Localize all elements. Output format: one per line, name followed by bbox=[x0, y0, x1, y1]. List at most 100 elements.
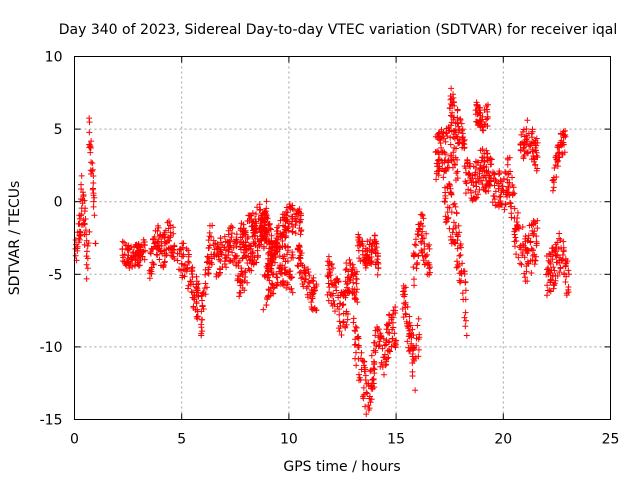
data-point bbox=[336, 311, 343, 318]
data-point bbox=[481, 106, 488, 113]
y-axis-label: SDTVAR / TECUs bbox=[7, 181, 23, 296]
data-point bbox=[258, 221, 265, 228]
data-point bbox=[276, 253, 283, 260]
data-point bbox=[447, 112, 454, 119]
data-point bbox=[216, 256, 223, 263]
data-point bbox=[385, 354, 392, 361]
data-point bbox=[289, 249, 296, 256]
data-point bbox=[454, 107, 461, 114]
data-point bbox=[160, 262, 167, 268]
data-point bbox=[489, 169, 496, 176]
data-point bbox=[253, 259, 260, 266]
data-point bbox=[368, 383, 375, 390]
data-point bbox=[513, 225, 520, 232]
data-point bbox=[276, 265, 283, 272]
data-point bbox=[168, 252, 175, 259]
data-point bbox=[80, 191, 87, 198]
data-point bbox=[81, 241, 88, 248]
data-point bbox=[415, 315, 422, 322]
data-point bbox=[326, 268, 333, 275]
data-point bbox=[412, 354, 419, 361]
data-point bbox=[454, 245, 461, 252]
data-point bbox=[446, 225, 453, 232]
data-point bbox=[476, 104, 483, 111]
y-tick-label: -5 bbox=[49, 267, 63, 283]
data-point bbox=[183, 245, 190, 252]
data-point bbox=[371, 366, 378, 373]
data-point bbox=[453, 258, 460, 265]
data-point bbox=[457, 242, 464, 249]
data-point bbox=[129, 263, 136, 270]
data-point bbox=[81, 220, 88, 227]
data-point bbox=[245, 233, 252, 240]
data-point bbox=[336, 305, 343, 312]
data-point bbox=[447, 152, 454, 159]
data-point bbox=[78, 181, 85, 188]
data-point bbox=[383, 355, 390, 362]
data-point bbox=[270, 271, 277, 278]
data-point bbox=[83, 261, 90, 268]
data-point bbox=[411, 241, 418, 248]
data-point bbox=[565, 286, 572, 293]
data-point bbox=[522, 235, 529, 242]
data-point bbox=[289, 229, 296, 236]
data-point bbox=[487, 161, 494, 168]
data-point bbox=[495, 185, 502, 192]
data-point bbox=[297, 268, 304, 275]
data-point bbox=[308, 286, 315, 293]
data-point bbox=[450, 239, 457, 246]
data-point bbox=[489, 199, 496, 206]
data-point bbox=[275, 233, 282, 240]
data-point bbox=[275, 244, 282, 251]
data-point bbox=[78, 205, 85, 212]
data-point bbox=[412, 236, 419, 243]
data-point bbox=[282, 218, 289, 225]
data-point bbox=[198, 321, 205, 328]
data-point bbox=[368, 352, 375, 359]
data-point bbox=[444, 158, 451, 165]
data-point bbox=[124, 246, 131, 253]
data-point bbox=[252, 225, 259, 232]
data-point bbox=[167, 232, 174, 239]
data-point bbox=[454, 175, 461, 182]
data-point bbox=[407, 322, 414, 329]
data-point bbox=[353, 268, 360, 275]
data-point bbox=[534, 154, 541, 161]
data-point bbox=[488, 156, 495, 163]
data-point bbox=[336, 328, 343, 335]
data-point bbox=[256, 201, 263, 208]
data-point bbox=[372, 332, 379, 339]
data-point bbox=[88, 171, 95, 178]
data-point bbox=[462, 190, 469, 197]
data-point bbox=[386, 347, 393, 354]
data-point bbox=[243, 254, 250, 261]
data-point bbox=[87, 149, 94, 156]
data-point bbox=[465, 186, 472, 193]
data-point bbox=[374, 271, 381, 278]
data-point bbox=[337, 323, 344, 330]
data-point bbox=[551, 179, 558, 186]
data-point bbox=[258, 217, 265, 224]
data-point bbox=[497, 193, 504, 200]
data-point bbox=[129, 249, 136, 256]
data-point bbox=[223, 254, 230, 261]
data-point bbox=[309, 306, 316, 313]
data-point bbox=[352, 323, 359, 330]
data-point bbox=[342, 267, 349, 274]
data-point bbox=[526, 141, 533, 148]
data-point bbox=[477, 110, 484, 117]
data-point bbox=[366, 241, 373, 248]
data-point bbox=[425, 259, 432, 266]
data-point bbox=[553, 156, 560, 163]
data-point bbox=[452, 224, 459, 231]
data-point bbox=[389, 326, 396, 333]
data-point bbox=[474, 159, 481, 166]
data-point bbox=[562, 133, 569, 140]
data-point bbox=[303, 285, 310, 292]
data-point bbox=[402, 284, 409, 291]
data-point bbox=[552, 277, 559, 284]
data-point bbox=[459, 144, 466, 151]
data-point bbox=[90, 198, 97, 205]
data-point bbox=[461, 141, 468, 148]
data-point bbox=[518, 246, 525, 253]
